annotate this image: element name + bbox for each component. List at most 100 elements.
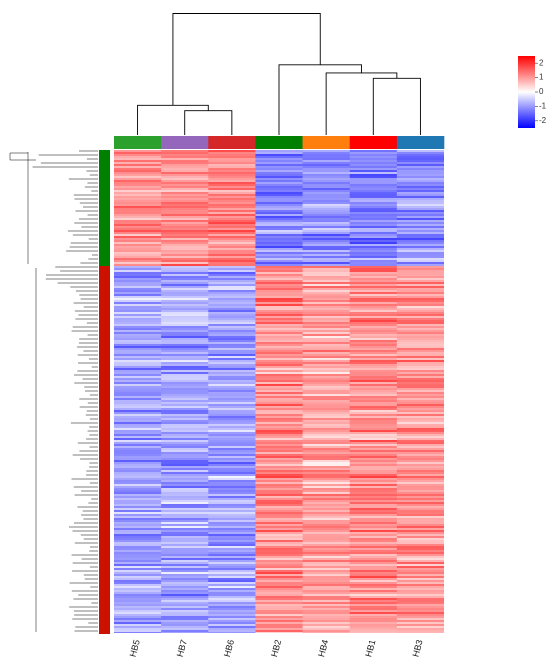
heatmap-cell (349, 616, 398, 619)
heatmap-cell (161, 616, 209, 619)
heatmap-cell (161, 234, 209, 237)
heatmap-cell (114, 378, 162, 381)
heatmap-cell (161, 536, 209, 539)
heatmap-cell (349, 314, 398, 317)
heatmap-cell (208, 594, 256, 597)
column-annotation-cell (396, 136, 445, 149)
heatmap-cell (161, 568, 209, 571)
heatmap-cell (114, 576, 162, 579)
heatmap-cell (208, 358, 256, 361)
heatmap-cell (302, 296, 351, 299)
heatmap-cell (161, 524, 209, 527)
heatmap-cell (255, 612, 303, 615)
heatmap-cell (396, 212, 444, 215)
heatmap-cell (161, 514, 209, 517)
heatmap-cell (208, 512, 256, 515)
heatmap-cell (349, 558, 398, 561)
heatmap-cell (396, 534, 444, 537)
heatmap-cell (396, 370, 444, 373)
heatmap-cell (161, 610, 209, 613)
heatmap-cell (208, 400, 256, 403)
heatmap-cell (208, 608, 256, 611)
heatmap-cell (114, 628, 162, 631)
heatmap-cell (208, 258, 256, 261)
heatmap-cell (161, 456, 209, 459)
heatmap-cell (208, 220, 256, 223)
heatmap-cell (208, 290, 256, 293)
heatmap-cell (161, 494, 209, 497)
heatmap-cell (161, 480, 209, 483)
heatmap-cell (302, 356, 351, 359)
heatmap-cell (349, 258, 398, 261)
heatmap-cell (349, 326, 398, 329)
heatmap-cell (396, 520, 444, 523)
heatmap-cell (255, 370, 303, 373)
heatmap-cell (161, 382, 209, 385)
heatmap-cell (208, 266, 256, 269)
heatmap-cell (255, 264, 303, 267)
heatmap-cell (302, 538, 351, 541)
heatmap-cell (114, 512, 162, 515)
heatmap-cell (349, 422, 398, 425)
heatmap-cell (114, 422, 162, 425)
heatmap-cell (349, 332, 398, 335)
heatmap-cell (255, 480, 303, 483)
heatmap-cell (349, 462, 398, 465)
heatmap-cell (255, 548, 303, 551)
heatmap-cell (114, 336, 162, 339)
heatmap-cell (161, 264, 209, 267)
heatmap-cell (396, 416, 444, 419)
heatmap-cell (396, 264, 444, 267)
heatmap-cell (161, 624, 209, 627)
heatmap-cell (302, 600, 351, 603)
heatmap-cell (396, 544, 444, 547)
heatmap-cell (302, 168, 351, 171)
heatmap-cell (255, 584, 303, 587)
heatmap-cell (349, 478, 398, 481)
heatmap-cell (161, 362, 209, 365)
heatmap-cell (255, 368, 303, 371)
heatmap-cell (396, 306, 444, 309)
heatmap-cell (114, 270, 162, 273)
heatmap-cell (208, 480, 256, 483)
heatmap-cell (114, 532, 162, 535)
heatmap-cell (349, 346, 398, 349)
heatmap-cell (114, 320, 162, 323)
heatmap-cell (161, 318, 209, 321)
heatmap-cell (349, 348, 398, 351)
heatmap-cell (396, 616, 444, 619)
heatmap-cell (161, 620, 209, 623)
heatmap-cell (255, 618, 303, 621)
heatmap-cell (396, 434, 444, 437)
heatmap-cell (255, 436, 303, 439)
heatmap-cell (396, 452, 444, 455)
heatmap-cell (349, 606, 398, 609)
heatmap-cell (208, 554, 256, 557)
heatmap-cell (161, 216, 209, 219)
heatmap-cell (349, 176, 398, 179)
heatmap-cell (114, 304, 162, 307)
heatmap-cell (208, 282, 256, 285)
heatmap-cell (349, 452, 398, 455)
heatmap-cell (208, 482, 256, 485)
heatmap-cell (255, 270, 303, 273)
heatmap-cell (208, 380, 256, 383)
heatmap-cell (255, 376, 303, 379)
heatmap-cell (161, 338, 209, 341)
heatmap-cell (396, 600, 444, 603)
heatmap-cell (255, 550, 303, 553)
heatmap-cell (161, 520, 209, 523)
heatmap-cell (396, 494, 444, 497)
heatmap-cell (208, 248, 256, 251)
heatmap-cell (161, 552, 209, 555)
heatmap-cell (161, 534, 209, 537)
heatmap-cell (255, 278, 303, 281)
heatmap-cell (255, 252, 303, 255)
heatmap-cell (208, 438, 256, 441)
heatmap-cell (208, 600, 256, 603)
heatmap-cell (255, 528, 303, 531)
heatmap-cell (302, 176, 351, 179)
heatmap-cell (114, 386, 162, 389)
row-dendrogram-root (9, 152, 36, 161)
